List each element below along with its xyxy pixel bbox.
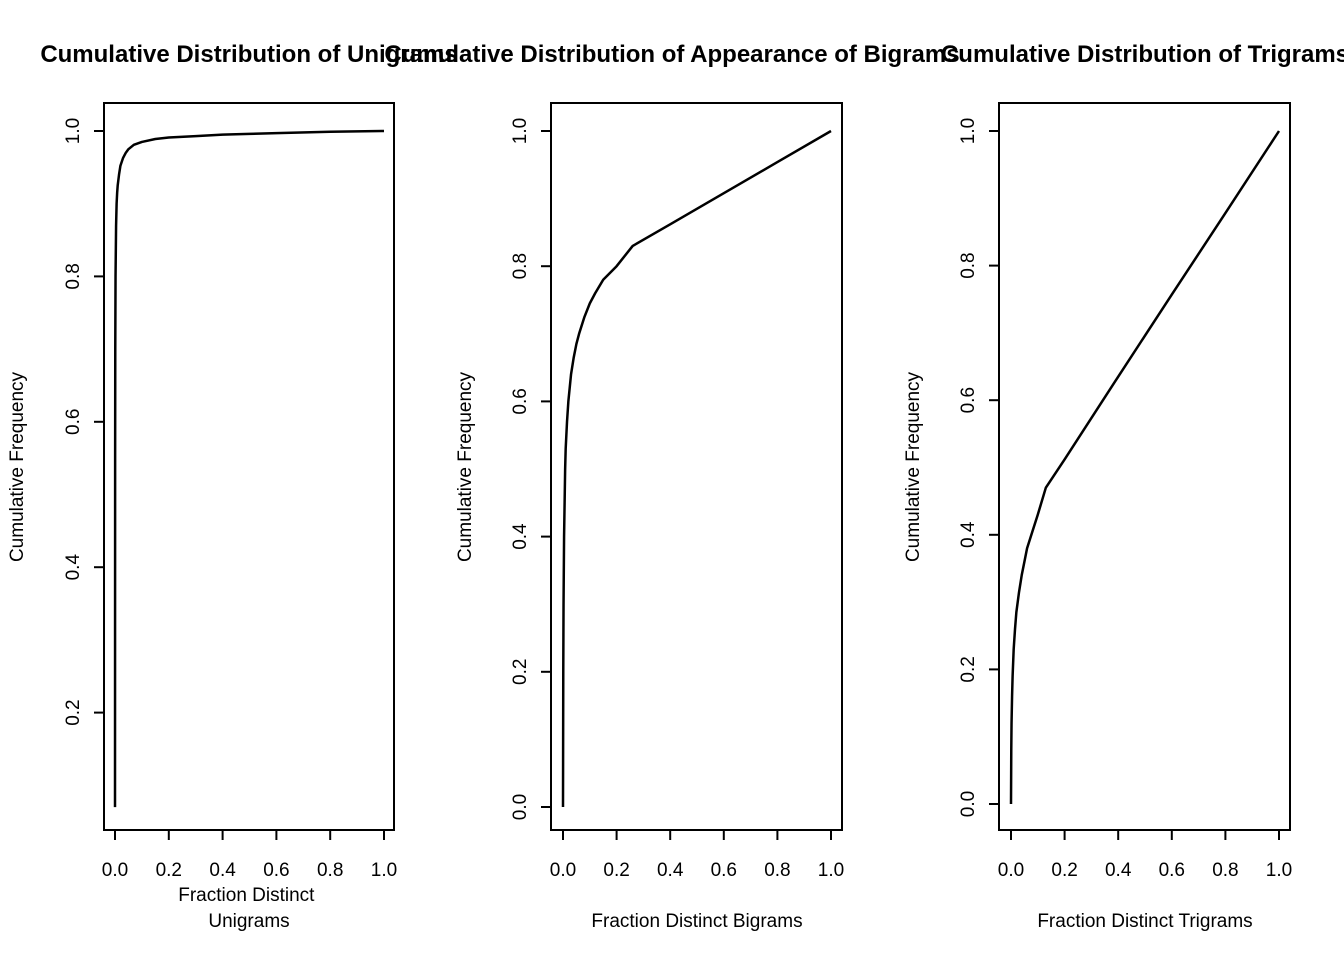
panel-bigrams: Cumulative Distribution of Appearance of… bbox=[384, 41, 959, 932]
y-axis: 0.0 0.2 0.4 0.6 0.8 1.0 bbox=[510, 118, 551, 820]
plot-frame bbox=[550, 102, 843, 831]
x-axis: 0.0 0.2 0.4 0.6 0.8 1.0 bbox=[550, 830, 844, 881]
panel-unigrams: Cumulative Distribution of Unigrams 0.0 0… bbox=[7, 41, 458, 932]
series-line bbox=[113, 129, 385, 808]
x-tick-label: 1.0 bbox=[371, 860, 397, 881]
x-tick-label: 0.4 bbox=[657, 860, 684, 881]
y-axis: 0.2 0.4 0.6 0.8 1.0 bbox=[63, 118, 104, 726]
x-tick-label: 0.2 bbox=[156, 860, 182, 881]
x-tick-label: 0.6 bbox=[1159, 860, 1185, 881]
y-tick-label: 1.0 bbox=[958, 118, 979, 144]
x-tick-label: 0.2 bbox=[1051, 860, 1077, 881]
series-line bbox=[561, 129, 832, 808]
y-tick-label: 0.6 bbox=[958, 387, 979, 413]
y-tick-label: 0.8 bbox=[958, 252, 979, 278]
y-tick-label: 0.6 bbox=[63, 409, 84, 435]
x-axis-label: Fraction Distinct Trigrams bbox=[1037, 911, 1252, 932]
y-tick-label: 0.8 bbox=[510, 253, 531, 279]
y-tick-label: 0.8 bbox=[63, 263, 84, 289]
x-tick-label: 0.6 bbox=[711, 860, 737, 881]
y-tick-label: 1.0 bbox=[63, 118, 84, 144]
x-tick-label: 0.0 bbox=[998, 860, 1024, 881]
x-tick-label: 1.0 bbox=[1266, 860, 1292, 881]
y-tick-label: 0.0 bbox=[958, 791, 979, 817]
x-tick-label: 0.0 bbox=[102, 860, 128, 881]
x-tick-label: 0.0 bbox=[550, 860, 576, 881]
y-tick-label: 0.4 bbox=[958, 521, 979, 548]
y-tick-label: 0.6 bbox=[510, 388, 531, 414]
y-axis-label: Cumulative Frequency bbox=[903, 371, 924, 562]
x-tick-label: 0.8 bbox=[1212, 860, 1238, 881]
x-tick-label: 0.4 bbox=[209, 860, 236, 881]
x-tick-label: 1.0 bbox=[818, 860, 844, 881]
y-tick-label: 0.2 bbox=[63, 699, 84, 725]
x-tick-label: 0.4 bbox=[1105, 860, 1132, 881]
chart-title: Cumulative Distribution of Trigrams bbox=[941, 41, 1344, 68]
plot-frame bbox=[103, 102, 395, 831]
y-axis-label: Cumulative Frequency bbox=[7, 371, 28, 562]
y-tick-label: 0.2 bbox=[958, 656, 979, 682]
y-tick-label: 0.2 bbox=[510, 659, 531, 685]
x-tick-label: 0.8 bbox=[317, 860, 343, 881]
y-tick-label: 0.0 bbox=[510, 794, 531, 820]
y-axis-label: Cumulative Frequency bbox=[455, 371, 476, 562]
panel-trigrams: Cumulative Distribution of Trigrams 0.0 0… bbox=[903, 41, 1344, 932]
x-axis: 0.0 0.2 0.4 0.6 0.8 1.0 bbox=[102, 830, 397, 881]
series-line bbox=[1009, 130, 1281, 805]
y-tick-label: 0.4 bbox=[63, 554, 84, 581]
x-axis-label: Fraction Distinct Unigrams bbox=[178, 885, 319, 932]
x-axis-label: Fraction Distinct Bigrams bbox=[591, 911, 802, 932]
y-tick-label: 0.4 bbox=[510, 523, 531, 550]
x-tick-label: 0.8 bbox=[764, 860, 790, 881]
x-axis: 0.0 0.2 0.4 0.6 0.8 1.0 bbox=[998, 830, 1292, 881]
plot-frame bbox=[998, 102, 1291, 831]
y-axis: 0.0 0.2 0.4 0.6 0.8 1.0 bbox=[958, 118, 999, 817]
chart-title: Cumulative Distribution of Appearance of… bbox=[384, 41, 959, 68]
x-tick-label: 0.2 bbox=[603, 860, 629, 881]
y-tick-label: 1.0 bbox=[510, 118, 531, 144]
x-tick-label: 0.6 bbox=[263, 860, 289, 881]
chart-title: Cumulative Distribution of Unigrams bbox=[40, 41, 457, 68]
